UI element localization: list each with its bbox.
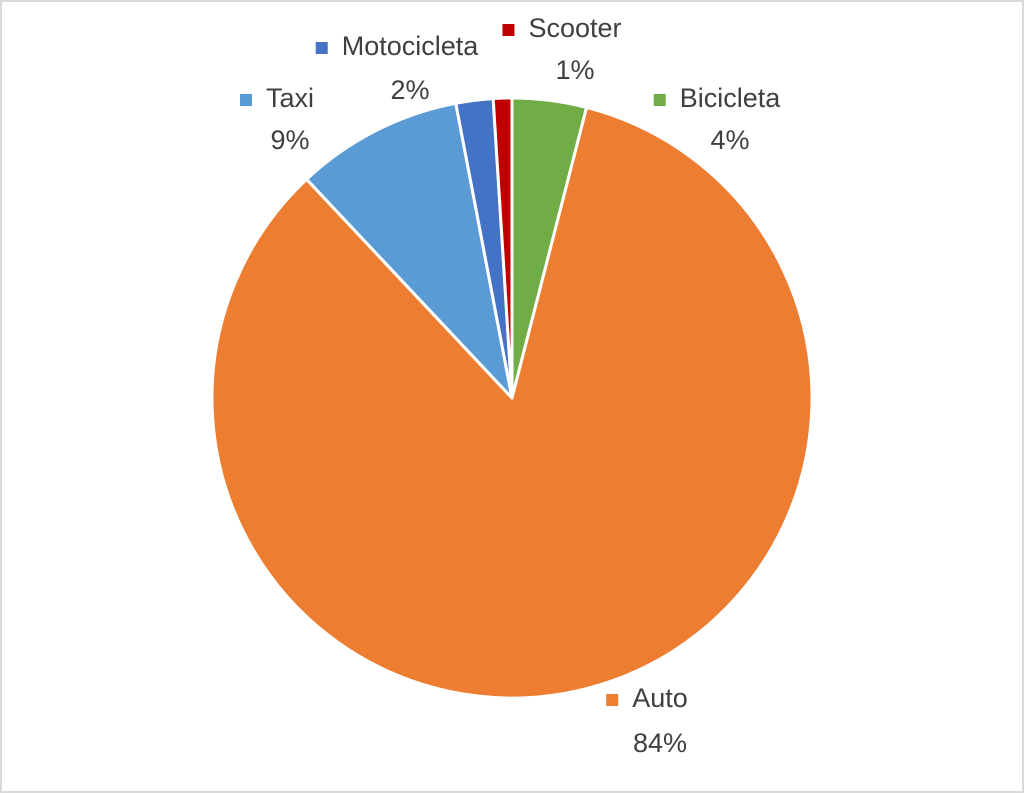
slice-label: Auto [632, 683, 688, 713]
value-label: 1% [555, 55, 594, 85]
legend-key [653, 94, 666, 106]
pie-slice [305, 101, 514, 400]
legend-key [606, 694, 619, 706]
legend-key [315, 42, 328, 54]
legend-key [239, 94, 252, 106]
slice-label: Bicicleta [680, 83, 782, 113]
pie-slice [491, 96, 514, 400]
value-label: 9% [270, 125, 309, 155]
slice-label: Motocicleta [342, 31, 480, 61]
value-label: 2% [390, 75, 429, 105]
slice-label: Scooter [528, 13, 621, 43]
slice-label: Taxi [266, 83, 314, 113]
pie-slice [210, 105, 814, 700]
value-label: 84% [633, 728, 687, 758]
legend-key [502, 24, 515, 36]
value-label: 4% [710, 125, 749, 155]
